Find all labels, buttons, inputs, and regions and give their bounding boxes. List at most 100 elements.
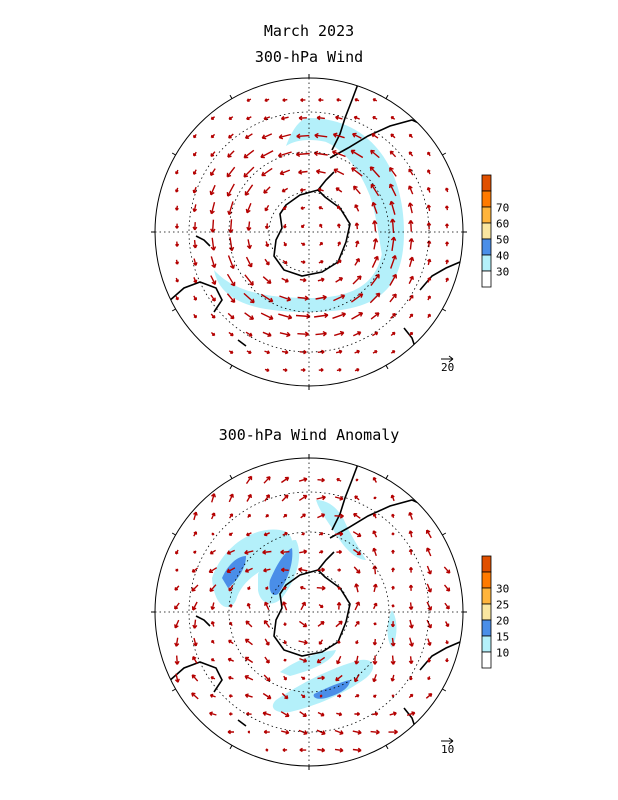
wind-vector (408, 584, 414, 591)
wind-vector (246, 116, 252, 121)
wind-vector (373, 622, 377, 626)
wind-vector (408, 185, 414, 195)
wind-vector (317, 675, 325, 681)
wind-vector (316, 495, 326, 501)
wind-vector (318, 206, 324, 210)
wind-vector (335, 531, 344, 537)
wind-vector (350, 149, 364, 159)
wind-vector (318, 97, 324, 102)
wind-vector (193, 531, 198, 537)
wind-vector (391, 585, 395, 590)
colorbar-label: 25 (496, 599, 509, 612)
wind-vector (226, 166, 236, 178)
border-tick (229, 365, 233, 370)
wind-vector (209, 584, 217, 592)
wind-vector (226, 293, 236, 303)
wind-vector (226, 549, 235, 555)
wind-vector (333, 294, 346, 302)
wind-vector (427, 169, 431, 175)
wind-vectors-bottom (174, 475, 451, 753)
wind-vector (298, 639, 308, 645)
south-america-coast-east (329, 119, 431, 159)
wind-vector (390, 254, 397, 269)
wind-vector (389, 150, 397, 158)
wind-vector (210, 658, 215, 662)
wind-vector (247, 730, 251, 734)
wind-vector (298, 729, 308, 735)
wind-vector (283, 675, 287, 681)
wind-vector (354, 694, 360, 698)
wind-vector (353, 115, 360, 120)
wind-vector (245, 475, 253, 484)
wind-vector (409, 331, 414, 336)
wind-vector (318, 639, 324, 645)
wind-vector (355, 640, 359, 645)
wind-vector (299, 711, 307, 717)
wind-vector (336, 655, 342, 665)
border-tick (229, 745, 233, 750)
wind-vector (354, 257, 360, 266)
nz-coast (195, 235, 211, 247)
wind-vector (407, 202, 414, 214)
wind-vector (226, 567, 236, 574)
wind-vector (210, 219, 216, 233)
wind-vector (350, 293, 364, 303)
wind-vector (372, 674, 377, 683)
wind-vector (210, 237, 217, 251)
wind-vector (175, 169, 179, 175)
wind-vector (352, 531, 362, 538)
wind-vector (317, 621, 325, 627)
wind-vector (297, 295, 309, 301)
wind-vector (390, 655, 396, 665)
wind-vector (369, 292, 381, 304)
wind-vector (209, 202, 216, 215)
wind-vector (389, 273, 397, 286)
wind-vector (243, 149, 255, 159)
wind-vector (175, 259, 180, 265)
colorbar-swatch (481, 571, 492, 589)
australia-coast (167, 281, 223, 313)
wind-vector (300, 224, 305, 229)
colorbar-label: 15 (496, 631, 509, 644)
wind-vector (389, 711, 397, 716)
wind-vector (283, 223, 287, 229)
wind-vector (244, 312, 255, 320)
wind-vector (408, 602, 414, 611)
wind-vector (353, 513, 361, 519)
wind-vector (354, 495, 360, 501)
wind-vector (408, 567, 414, 573)
wind-vector (210, 602, 216, 611)
colorbar-swatch (481, 587, 492, 605)
colorbar-swatch (481, 635, 492, 653)
wind-vector (300, 206, 306, 210)
wind-vector (263, 532, 270, 537)
wind-vector (371, 201, 378, 214)
wind-vector (319, 241, 324, 246)
wind-vector (281, 692, 289, 700)
wind-vector (228, 237, 235, 252)
colorbar-swatch (481, 270, 492, 288)
wind-vector (318, 550, 324, 554)
wind-vector (372, 220, 378, 232)
wind-vector (281, 494, 289, 502)
wind-vector (282, 601, 288, 611)
colorbar-swatch (481, 651, 492, 669)
wind-vector (246, 602, 251, 609)
wind-vector (319, 694, 323, 698)
wind-vector (265, 514, 269, 518)
wind-vector (227, 312, 235, 320)
wind-vector (335, 349, 343, 354)
wind-vector (353, 185, 361, 195)
wind-vector (391, 513, 395, 518)
wind-vector (174, 205, 179, 211)
wind-vector (229, 712, 233, 716)
wind-vector (336, 478, 342, 482)
wind-vector (280, 115, 289, 121)
wind-vector (244, 675, 254, 681)
border-tick (229, 474, 233, 479)
wind-vector (299, 657, 308, 663)
wind-vector (210, 168, 216, 177)
border-ticks-bottom (151, 454, 467, 770)
bottom-polar-map (151, 454, 467, 770)
wind-vector (280, 549, 290, 555)
